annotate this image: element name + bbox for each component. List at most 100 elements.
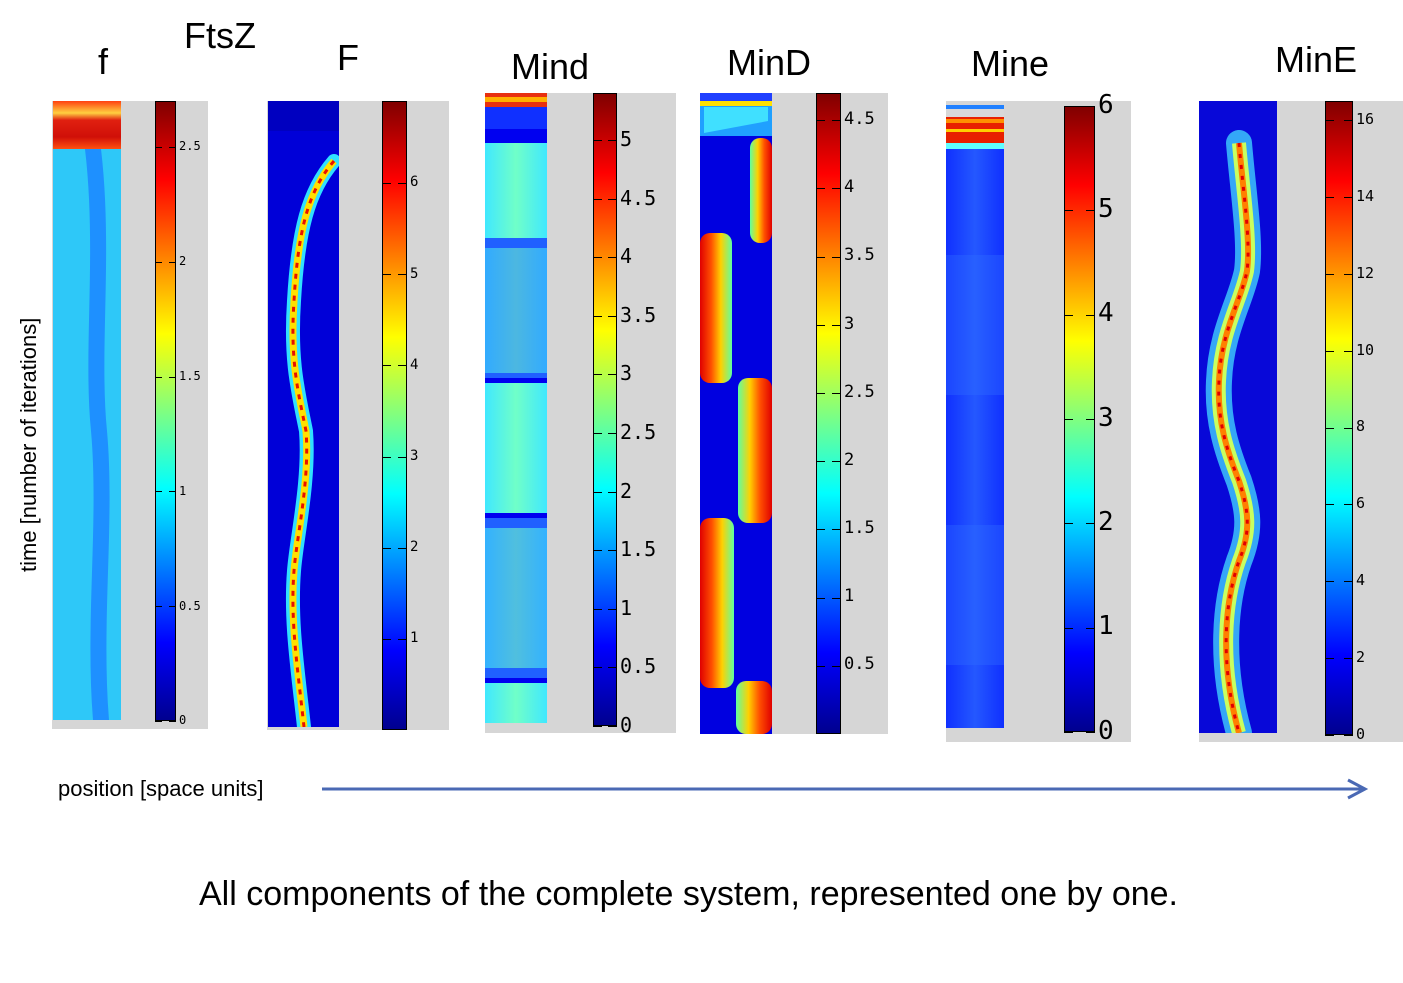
colorbar-tick-label: 3 <box>620 361 633 386</box>
colorbar-tick-label: 6 <box>1098 89 1114 120</box>
colorbar-tick <box>832 324 841 326</box>
x-axis-label: position [space units] <box>58 776 264 801</box>
colorbar-tick-label: 5 <box>1098 194 1114 225</box>
colorbar-tick <box>608 374 617 376</box>
colorbar-tick-label: 16 <box>1356 109 1375 128</box>
colorbar-tick <box>382 183 391 185</box>
colorbar-tick <box>1344 658 1353 660</box>
colorbar-tick <box>832 120 841 122</box>
colorbar-tick <box>608 257 617 259</box>
colorbar-tick <box>593 432 602 434</box>
colorbar-tick <box>608 315 617 317</box>
colorbar-tick <box>832 256 841 258</box>
colorbar-tick <box>1086 627 1095 629</box>
colorbar-tick-label: 4 <box>844 177 855 198</box>
colorbar-tick <box>1064 732 1073 733</box>
colorbar-tick <box>832 665 841 667</box>
colorbar-tick <box>382 547 391 549</box>
colorbar-tick <box>608 139 617 141</box>
colorbar-tick <box>816 324 825 326</box>
colorbar-tick <box>593 315 602 317</box>
colorbar-tick-label: 4 <box>620 244 633 269</box>
colorbar-tick <box>1344 273 1353 275</box>
colorbar-tick <box>608 491 617 493</box>
colorbar-tick-label: 5 <box>620 126 633 151</box>
colorbar-tick <box>1064 210 1073 212</box>
colorbar-tick <box>1344 427 1353 429</box>
colorbar-tick <box>608 432 617 434</box>
colorbar-tick-label: 0.5 <box>844 654 875 675</box>
panel-title-Mine: Mine <box>971 43 1050 84</box>
colorbar-tick-label: 0 <box>1356 724 1366 743</box>
colorbar-tick <box>832 597 841 599</box>
colorbar-tick <box>593 198 602 200</box>
colorbar-tick <box>832 393 841 395</box>
colorbar-tick <box>155 146 162 148</box>
panel-title-F: F <box>337 37 359 78</box>
colorbar-tick <box>1064 419 1073 420</box>
colorbar-tick <box>593 257 602 259</box>
heatmap-MinD <box>700 93 772 734</box>
colorbar-tick-label: 2 <box>179 254 187 269</box>
colorbar-tick-label: 1 <box>620 595 633 620</box>
colorbar-tick <box>155 491 162 493</box>
colorbar-tick <box>608 608 617 610</box>
colorbar-tick-label: 2.5 <box>620 419 657 444</box>
colorbar-tick <box>1086 314 1095 316</box>
colorbar-tick <box>1344 120 1353 122</box>
colorbar-tick <box>1325 735 1334 736</box>
panel-title-MinE: MinE <box>1275 39 1358 80</box>
colorbar-tick-label: 6 <box>1356 494 1366 513</box>
colorbar-tick-label: 0.5 <box>179 598 201 613</box>
colorbar-F <box>382 101 407 730</box>
colorbar-tick <box>169 376 176 378</box>
colorbar-tick-label: 2.5 <box>179 139 201 154</box>
colorbar-tick-label: 2 <box>410 538 419 555</box>
colorbar-tick-label: 4.5 <box>620 185 657 210</box>
colorbar-f <box>155 101 176 721</box>
colorbar-tick <box>816 461 825 463</box>
colorbar-tick <box>155 376 162 378</box>
colorbar-tick <box>1325 658 1334 660</box>
panel-title-Mind: Mind <box>511 46 590 87</box>
colorbar-tick <box>398 183 407 185</box>
colorbar-tick <box>608 198 617 200</box>
colorbar-tick <box>1325 427 1334 429</box>
colorbar-tick-label: 1.5 <box>844 518 875 539</box>
colorbar-tick-label: 4 <box>1356 571 1366 590</box>
colorbar-tick-label: 4 <box>410 356 419 373</box>
colorbar-tick <box>1325 350 1334 352</box>
colorbar-tick <box>1344 735 1353 736</box>
colorbar-tick-label: 5 <box>410 265 419 282</box>
colorbar-tick <box>1086 419 1095 420</box>
colorbar-tick <box>1325 197 1334 199</box>
colorbar-tick-label: 0 <box>179 713 187 728</box>
colorbar-tick <box>155 606 162 608</box>
colorbar-tick <box>832 461 841 463</box>
colorbar-tick <box>1064 314 1073 316</box>
colorbar-tick <box>593 667 602 669</box>
colorbar-MinE <box>1325 101 1353 735</box>
colorbar-tick <box>398 456 407 458</box>
panel-title-f: f <box>98 41 109 82</box>
colorbar-tick <box>398 638 407 640</box>
colorbar-tick-label: 2 <box>1098 507 1114 538</box>
colorbar-tick <box>1325 120 1334 122</box>
colorbar-tick <box>593 374 602 376</box>
colorbar-tick-label: 12 <box>1356 263 1375 282</box>
colorbar-tick-label: 2.5 <box>844 381 875 402</box>
heatmap-f <box>53 101 121 720</box>
colorbar-tick-label: 6 <box>410 174 419 191</box>
heatmap-F <box>268 101 339 727</box>
colorbar-tick <box>1086 106 1095 107</box>
colorbar-tick <box>816 393 825 395</box>
colorbar-tick <box>1344 350 1353 352</box>
colorbar-tick-label: 2 <box>844 449 855 470</box>
colorbar-tick-label: 0 <box>620 713 633 737</box>
colorbar-tick-label: 1 <box>179 483 187 498</box>
colorbar-tick <box>1344 581 1353 583</box>
colorbar-tick <box>382 456 391 458</box>
colorbar-tick-label: 4.5 <box>844 108 875 129</box>
colorbar-tick-label: 1.5 <box>620 537 657 562</box>
colorbar-tick <box>593 491 602 493</box>
